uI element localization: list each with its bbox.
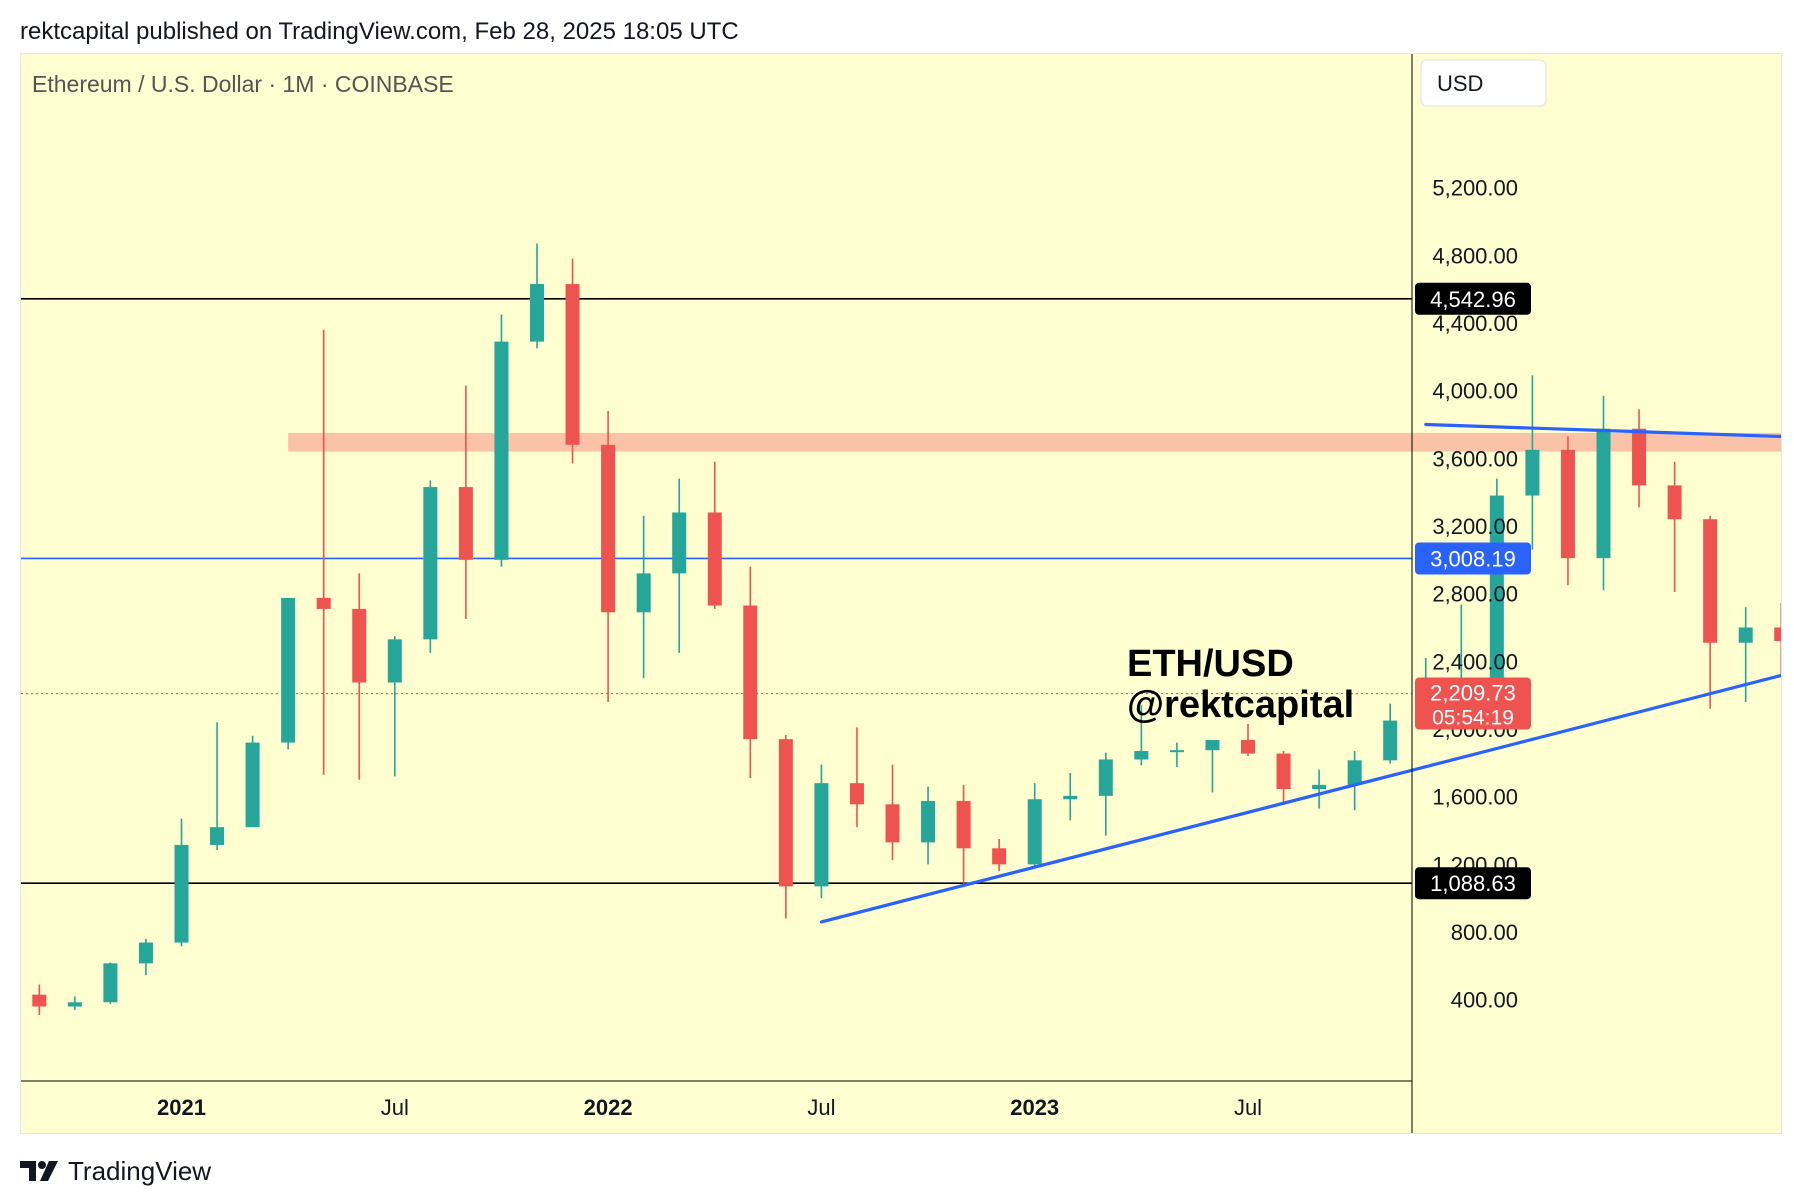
candle-body-35[interactable] — [1241, 740, 1255, 754]
y-tick-label-5: 2,400.00 — [1432, 649, 1518, 674]
candle-body-6[interactable] — [210, 827, 225, 845]
y-tick-label-12: 5,200.00 — [1432, 176, 1518, 201]
candle-body-7[interactable] — [245, 742, 260, 828]
candle-body-15[interactable] — [530, 284, 544, 342]
x-tick-label-3: 2022 — [584, 1095, 633, 1120]
candle-body-48[interactable] — [1703, 519, 1718, 643]
candle-body-44[interactable] — [1560, 449, 1575, 559]
candle-body-21[interactable] — [743, 605, 758, 740]
currency-button[interactable]: USD — [1420, 59, 1547, 107]
footer-brand-name: TradingView — [68, 1156, 212, 1186]
candle-body-22[interactable] — [778, 739, 793, 887]
level-badge-2 — [1415, 867, 1531, 900]
last-price-badge — [1415, 677, 1531, 730]
candle-body-33[interactable] — [1169, 750, 1184, 753]
candle-body-12[interactable] — [423, 487, 438, 640]
countdown-label: 05:54:19 — [1432, 707, 1514, 730]
tradingview-logo-icon — [20, 1160, 58, 1181]
last-price-label: 2,209.73 — [1430, 681, 1516, 706]
candle-body-37[interactable] — [1312, 784, 1327, 790]
chart-frame: 400.00800.001,200.001,600.002,000.002,40… — [0, 53, 1794, 1134]
candle-body-4[interactable] — [138, 942, 153, 964]
trendline-upper[interactable] — [1424, 422, 1794, 461]
candle-body-2[interactable] — [67, 1002, 82, 1007]
candle-body-38[interactable] — [1347, 760, 1362, 785]
x-tick-label-5: 2023 — [1010, 1095, 1059, 1120]
candle-body-1[interactable] — [32, 994, 47, 1007]
candle-body-23[interactable] — [814, 783, 829, 887]
candle-body-19[interactable] — [672, 512, 687, 574]
candle-body-34[interactable] — [1205, 740, 1220, 751]
trendline-lower[interactable] — [819, 484, 1794, 924]
y-tick-label-0: 400.00 — [1451, 988, 1518, 1013]
candle-body-9[interactable] — [316, 597, 331, 609]
annotation-line-2: @rektcapital — [1127, 684, 1354, 726]
candle-body-30[interactable] — [1063, 795, 1078, 800]
candle-body-24[interactable] — [849, 783, 864, 805]
candle-body-27[interactable] — [956, 800, 971, 849]
candle-body-3[interactable] — [103, 963, 118, 1003]
x-tick-label-2: Jul — [381, 1095, 409, 1120]
candle-body-18[interactable] — [636, 573, 651, 613]
candle-body-20[interactable] — [707, 512, 722, 606]
candle-body-46[interactable] — [1632, 428, 1647, 486]
y-tick-label-9: 4,000.00 — [1432, 379, 1518, 404]
candle-body-47[interactable] — [1667, 485, 1682, 520]
level-badge-label-0: 4,542.96 — [1430, 287, 1516, 312]
candle-body-29[interactable] — [1027, 799, 1042, 865]
tradingview-brand[interactable]: TradingView — [20, 1156, 211, 1187]
candle-body-36[interactable] — [1276, 753, 1291, 790]
candle-body-45[interactable] — [1596, 428, 1611, 559]
candle-body-43[interactable] — [1525, 449, 1540, 496]
level-badge-1 — [1415, 542, 1531, 575]
y-tick-label-1: 800.00 — [1451, 920, 1518, 945]
level-badge-label-1: 3,008.19 — [1430, 546, 1516, 571]
chart-title: Ethereum / U.S. Dollar · 1M · COINBASE — [32, 71, 454, 97]
candle-body-26[interactable] — [921, 800, 936, 843]
y-tick-label-8: 3,600.00 — [1432, 446, 1518, 471]
price-axis-area — [1414, 54, 1781, 1133]
candle-body-17[interactable] — [601, 444, 616, 613]
candle-body-14[interactable] — [494, 341, 509, 560]
candle-body-50[interactable] — [1774, 627, 1789, 642]
candle-body-49[interactable] — [1738, 627, 1753, 643]
level-badge-label-2: 1,088.63 — [1430, 871, 1516, 896]
candle-body-11[interactable] — [387, 639, 402, 683]
x-tick-label-4: Jul — [807, 1095, 835, 1120]
x-tick-label-1: 2021 — [157, 1095, 206, 1120]
candle-body-28[interactable] — [992, 848, 1007, 865]
resistance-zone — [288, 432, 1794, 452]
y-tick-label-7: 3,200.00 — [1432, 514, 1518, 539]
candle-body-5[interactable] — [174, 844, 189, 943]
candle-body-25[interactable] — [885, 804, 900, 843]
y-tick-label-3: 1,600.00 — [1432, 785, 1518, 810]
candle-body-31[interactable] — [1098, 759, 1113, 796]
candle-body-10[interactable] — [352, 608, 367, 683]
publish-header: rektcapital published on TradingView.com… — [20, 18, 739, 45]
y-tick-label-6: 2,800.00 — [1432, 582, 1518, 607]
level-badge-0 — [1415, 282, 1531, 315]
candlestick-chart[interactable]: 400.00800.001,200.001,600.002,000.002,40… — [0, 54, 1794, 1133]
candle-body-39[interactable] — [1383, 720, 1398, 761]
y-tick-label-11: 4,800.00 — [1432, 243, 1518, 268]
candle-body-8[interactable] — [281, 597, 296, 743]
y-tick-label-10: 4,400.00 — [1432, 311, 1518, 336]
candle-body-32[interactable] — [1134, 751, 1149, 760]
candle-body-13[interactable] — [458, 487, 473, 560]
candle-body-42[interactable] — [1489, 495, 1504, 680]
x-tick-label-6: Jul — [1234, 1095, 1262, 1120]
annotation-line-1: ETH/USD — [1127, 643, 1294, 685]
currency-label: USD — [1437, 71, 1483, 96]
candle-body-16[interactable] — [565, 284, 580, 445]
